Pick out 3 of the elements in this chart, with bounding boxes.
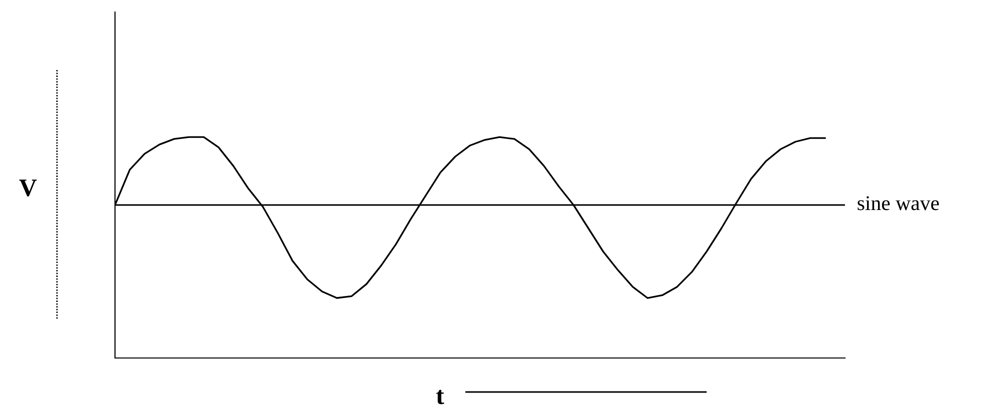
y-axis-title: V <box>19 180 37 196</box>
text: sine wave <box>858 196 939 210</box>
x-axis-title: t <box>436 390 444 404</box>
